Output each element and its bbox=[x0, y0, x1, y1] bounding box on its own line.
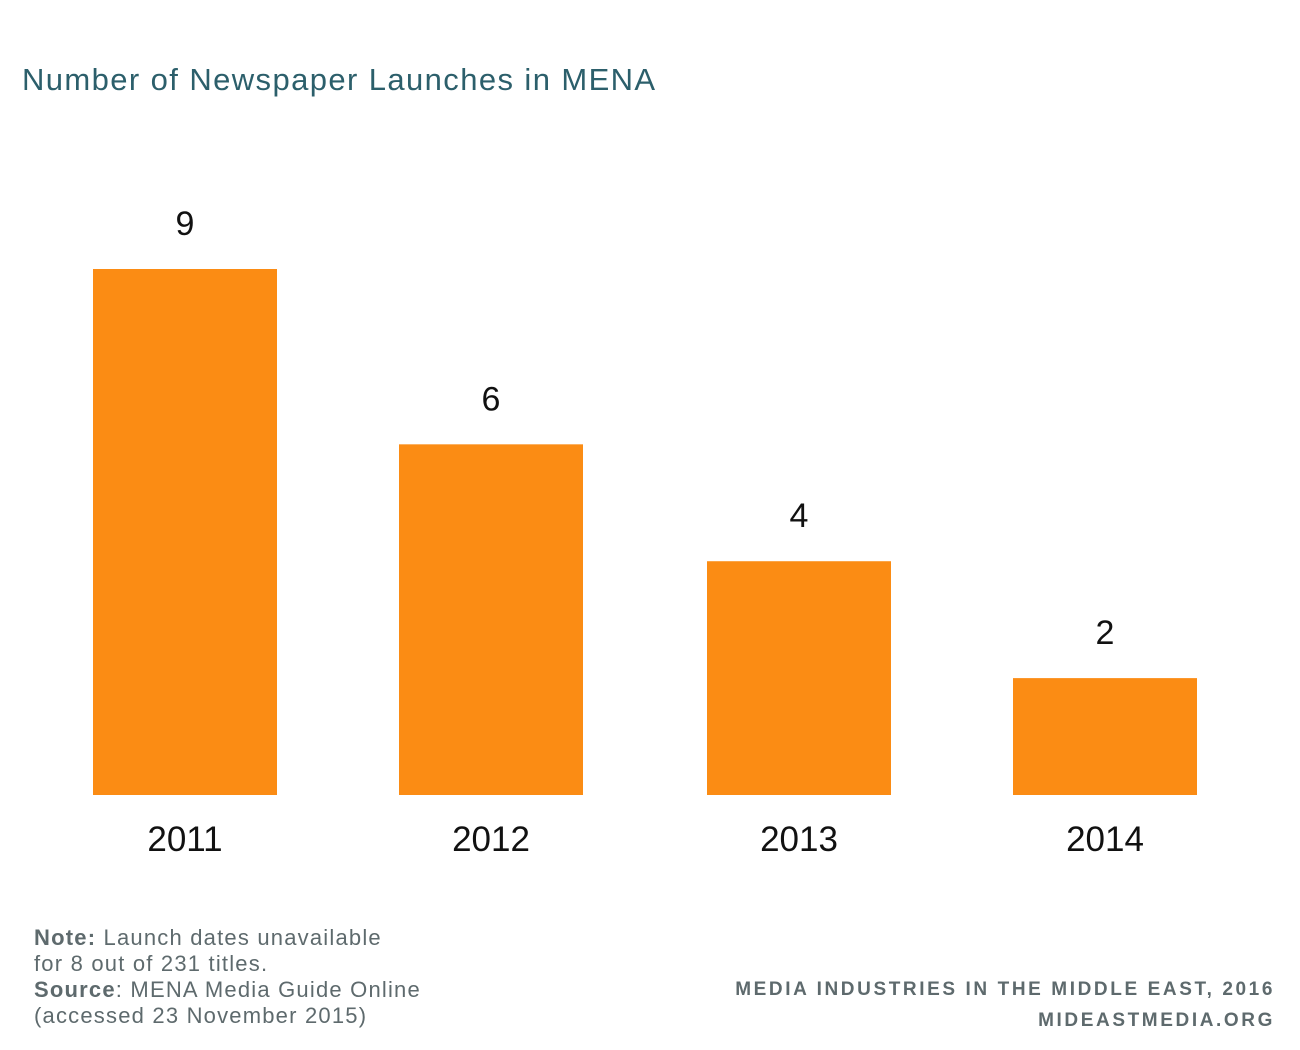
bar-2011 bbox=[93, 269, 277, 795]
chart-title: Number of Newspaper Launches in MENA bbox=[22, 62, 657, 97]
bar-value-label-2012: 6 bbox=[482, 380, 501, 418]
bar-value-label-2011: 9 bbox=[176, 205, 195, 243]
footnote: Note: Launch dates unavailable for 8 out… bbox=[34, 925, 421, 1029]
category-label-2011: 2011 bbox=[147, 820, 222, 859]
source-label: Source bbox=[34, 977, 116, 1002]
source-text: : MENA Media Guide Online bbox=[115, 977, 421, 1002]
website-credit: MIDEASTMEDIA.ORG bbox=[1038, 1010, 1275, 1031]
note-line-2: for 8 out of 231 titles. bbox=[34, 951, 269, 976]
note-text: Launch dates unavailable bbox=[96, 925, 382, 950]
bar-value-label-2014: 2 bbox=[1096, 614, 1115, 652]
category-label-2012: 2012 bbox=[452, 820, 530, 859]
note-label: Note: bbox=[34, 925, 97, 950]
credits: MEDIA INDUSTRIES IN THE MIDDLE EAST, 201… bbox=[735, 974, 1275, 1036]
bar-chart: 9 2011 6 2012 4 2013 2 2014 bbox=[93, 205, 1197, 859]
bar-value-label-2013: 4 bbox=[790, 497, 809, 535]
source-line-2: (accessed 23 November 2015) bbox=[34, 1003, 368, 1028]
bar-2014 bbox=[1013, 678, 1197, 795]
category-label-2013: 2013 bbox=[760, 820, 838, 859]
category-label-2014: 2014 bbox=[1066, 820, 1144, 859]
bar-2013 bbox=[707, 561, 891, 795]
note-line-1: Note: Launch dates unavailable bbox=[34, 925, 421, 951]
bar-2012 bbox=[399, 444, 583, 795]
source-line-1: Source: MENA Media Guide Online bbox=[34, 977, 421, 1003]
publication-credit: MEDIA INDUSTRIES IN THE MIDDLE EAST, 201… bbox=[735, 979, 1275, 1000]
